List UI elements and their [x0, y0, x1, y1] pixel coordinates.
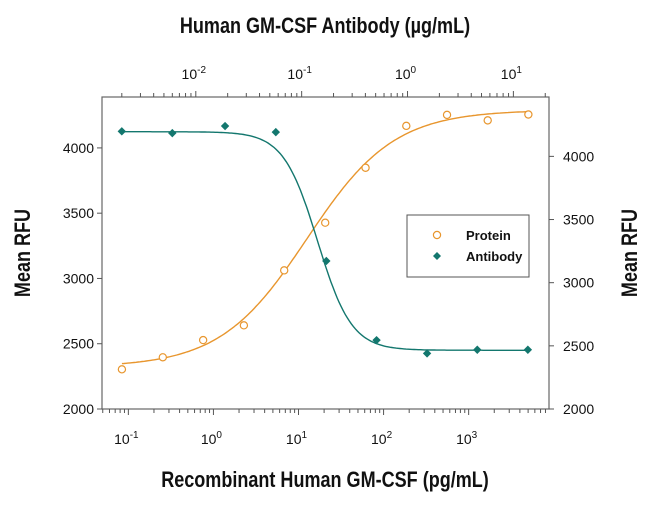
top-tick-label: 101: [501, 65, 523, 82]
protein-data-point: [524, 110, 533, 119]
legend-protein-marker: [432, 230, 442, 240]
antibody-data-point: [322, 256, 331, 266]
bottom-tick-label: 101: [286, 430, 308, 447]
legend-protein-label: Protein: [466, 228, 511, 243]
legend-box: [406, 214, 530, 278]
legend: Protein Antibody: [406, 214, 530, 278]
left-tick-label: 3000: [63, 270, 94, 286]
top-tick-label: 100: [395, 65, 417, 82]
legend-antibody-marker: [433, 252, 441, 260]
protein-data-point: [239, 321, 249, 330]
antibody-data-point: [168, 128, 177, 138]
antibody-data-point: [117, 127, 127, 136]
protein-data-point: [483, 116, 492, 125]
bottom-tick-label: 10-1: [114, 430, 139, 447]
legend-antibody-label: Antibody: [466, 249, 523, 264]
left-axis-title: Mean RFU: [11, 209, 35, 297]
protein-fit-curve: [121, 110, 529, 365]
antibody-fit-curve: [121, 131, 528, 351]
top-tick-label: 10-2: [182, 65, 207, 82]
bottom-tick-label: 102: [371, 430, 393, 447]
protein-data-point: [198, 335, 208, 345]
right-tick-label: 4000: [563, 148, 594, 164]
left-tick-label: 2000: [63, 401, 94, 417]
protein-data-point: [442, 110, 452, 120]
top-tick-label: 10-1: [287, 65, 312, 82]
antibody-data-point: [220, 121, 230, 131]
antibody-data-point: [372, 335, 381, 345]
protein-data-point: [117, 365, 127, 374]
protein-data-point: [158, 353, 167, 362]
protein-data-point: [321, 218, 330, 227]
antibody-data-point: [422, 349, 432, 358]
left-tick-label: 4000: [63, 140, 94, 156]
left-tick-label: 3500: [63, 205, 94, 221]
right-axis-title: Mean RFU: [618, 209, 642, 297]
top-axis-title: Human GM-CSF Antibody (µg/mL): [180, 14, 470, 38]
bottom-axis-title: Recombinant Human GM-CSF (pg/mL): [161, 468, 489, 492]
antibody-data-point: [523, 345, 533, 354]
antibody-data-point: [473, 345, 482, 354]
right-tick-label: 3000: [563, 275, 594, 291]
protein-data-point: [279, 266, 289, 275]
bottom-tick-label: 103: [456, 430, 478, 447]
plot-area-frame: [101, 96, 550, 410]
right-tick-label: 2000: [563, 401, 594, 417]
protein-data-point: [361, 163, 370, 172]
protein-data-point: [402, 121, 411, 131]
right-tick-label: 3500: [563, 212, 594, 228]
antibody-data-point: [271, 127, 281, 137]
bottom-tick-label: 100: [201, 430, 223, 447]
left-tick-label: 2500: [63, 336, 94, 352]
right-tick-label: 2500: [563, 338, 594, 354]
